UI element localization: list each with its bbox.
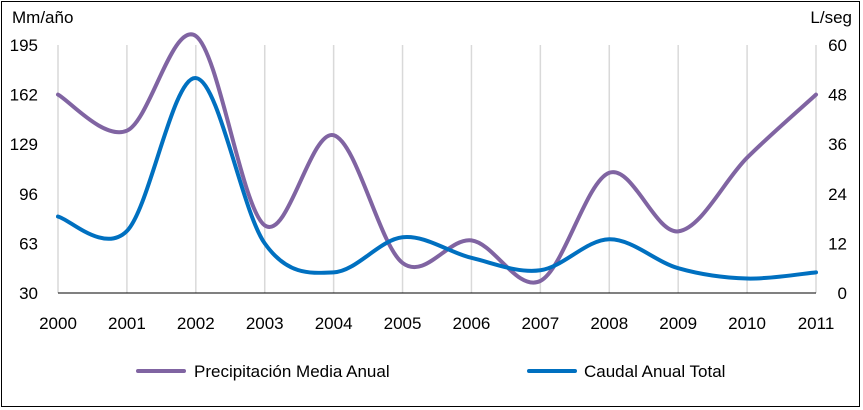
left-axis-unit: Mm/año	[12, 8, 73, 27]
x-tick-2005: 2005	[384, 314, 422, 333]
grid-lines	[57, 45, 817, 293]
x-tick-2011: 2011	[798, 314, 835, 333]
right-tick-0: 0	[838, 284, 847, 303]
x-tick-2009: 2009	[659, 314, 697, 333]
right-tick-60: 60	[828, 36, 847, 55]
x-tick-2003: 2003	[246, 314, 284, 333]
right-tick-24: 24	[828, 185, 847, 204]
left-tick-63: 63	[19, 234, 38, 253]
series-line-precipitacion	[56, 32, 818, 285]
right-tick-12: 12	[828, 234, 847, 253]
right-tick-48: 48	[828, 86, 847, 105]
legend-label-precipitacion: Precipitación Media Anual	[194, 362, 390, 381]
left-axis-ticks: 195 162 129 96 63 30	[10, 36, 38, 303]
right-axis-unit: L/seg	[810, 8, 852, 27]
x-tick-2000: 2000	[39, 314, 77, 333]
x-tick-2006: 2006	[453, 314, 491, 333]
left-tick-96: 96	[19, 185, 38, 204]
x-axis-ticks: 2000 2001 2002 2003 2004 2005 2006 2007 2008 2009…	[39, 314, 834, 333]
legend: Precipitación Media Anual Caudal Anual T…	[136, 362, 725, 381]
right-axis-ticks: 60 48 36 24 12 0	[828, 36, 847, 303]
x-tick-2001: 2001	[108, 314, 146, 333]
series-line-caudal	[56, 76, 818, 281]
series-lines	[56, 32, 818, 285]
left-tick-30: 30	[19, 284, 38, 303]
x-tick-2010: 2010	[728, 314, 766, 333]
legend-label-caudal: Caudal Anual Total	[584, 362, 725, 381]
left-tick-195: 195	[10, 36, 38, 55]
x-tick-2004: 2004	[315, 314, 353, 333]
x-tick-2008: 2008	[590, 314, 628, 333]
left-tick-162: 162	[10, 86, 38, 105]
x-tick-2002: 2002	[177, 314, 215, 333]
right-tick-36: 36	[828, 135, 847, 154]
x-tick-2007: 2007	[521, 314, 559, 333]
left-tick-129: 129	[10, 135, 38, 154]
